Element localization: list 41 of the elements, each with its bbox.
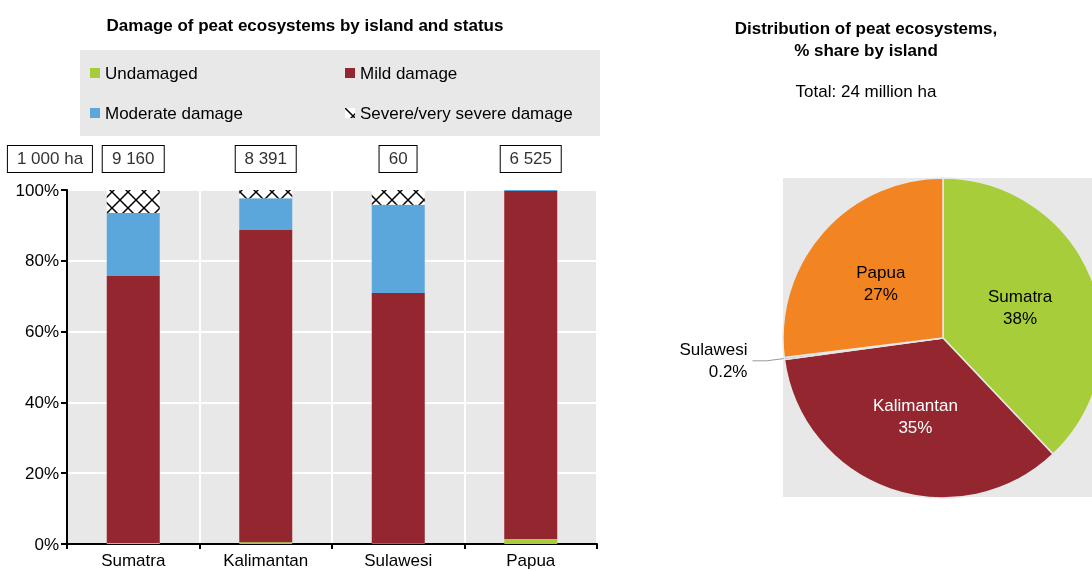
y-tick-label: 80% [24, 251, 59, 271]
y-tick-label: 60% [24, 322, 59, 342]
x-tick-label: Sulawesi [364, 551, 433, 570]
slice-label: Papua [856, 262, 906, 282]
data-label: 27% [863, 284, 898, 304]
bar [106, 190, 160, 214]
data-label: 38% [1003, 308, 1038, 328]
bar [239, 190, 293, 199]
y-tick-label: 40% [24, 392, 59, 412]
x-tick-label: Sumatra [101, 551, 166, 570]
bar [504, 539, 558, 544]
data-label: 0.2% [708, 362, 748, 382]
y-tick-label: 0% [34, 534, 59, 554]
text: 6 525 [499, 145, 563, 173]
slice-label: Sumatra [987, 286, 1053, 306]
bar [371, 190, 425, 205]
legend-label: Undamaged [105, 63, 198, 83]
bar [239, 198, 293, 230]
legend-label: Severe/very severe damage [360, 103, 573, 123]
x-tick-label: Papua [506, 551, 556, 570]
chart-subtitle: Total: 24 million ha [795, 82, 937, 101]
bar [239, 230, 293, 543]
bar [106, 213, 160, 277]
slice-label: Sulawesi [679, 340, 748, 360]
x-tick-label: Kalimantan [223, 551, 309, 570]
chart-title: Damage of peat ecosystems by island and status [106, 16, 504, 35]
text: 1 000 ha [6, 145, 94, 173]
y-tick-label: 20% [24, 463, 59, 483]
bar [106, 276, 160, 543]
bar [504, 191, 558, 540]
legend-label: Mild damage [360, 63, 458, 83]
slice-label: Kalimantan [872, 395, 958, 415]
data-label: 35% [898, 417, 933, 437]
text: 60 [378, 145, 418, 173]
bar [371, 204, 425, 294]
chart-title: Distribution of peat ecosystems, % share by island [734, 18, 998, 60]
text: 9 160 [101, 145, 165, 173]
bar [371, 293, 425, 544]
legend-label: Moderate damage [105, 103, 243, 123]
y-tick-label: 100% [15, 180, 59, 200]
text: 8 391 [234, 145, 298, 173]
